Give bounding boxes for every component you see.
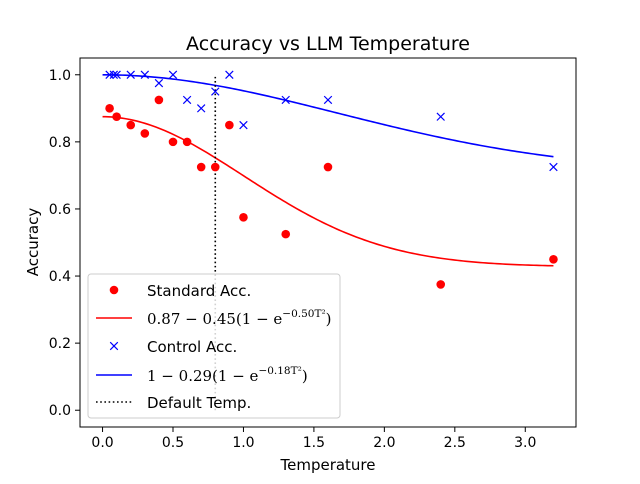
legend-marker-stroke — [109, 341, 119, 351]
x-tick-label: 1.0 — [232, 435, 254, 451]
legend-marker-standard — [109, 285, 119, 295]
x-tick-label: 1.5 — [303, 435, 325, 451]
data-point-control — [140, 70, 150, 79]
axes-frame — [79, 57, 577, 428]
x-axis-label: Temperature — [279, 456, 375, 474]
data-point-standard — [168, 137, 178, 147]
data-point-standard — [182, 137, 192, 147]
data-point-standard — [549, 254, 558, 264]
data-point-control — [154, 78, 164, 88]
y-tick-label: 0.8 — [49, 135, 71, 151]
data-point-standard — [281, 229, 291, 239]
data-point-control-stroke — [154, 78, 164, 88]
x-tick-label: 3.0 — [514, 435, 536, 451]
data-point-control-stroke — [225, 70, 234, 79]
chart-title: Accuracy vs LLM Temperature — [186, 33, 470, 55]
data-point-control — [436, 112, 445, 121]
data-point-control-stroke — [436, 112, 445, 121]
legend-label-4: Default Temp. — [147, 394, 251, 412]
y-axis-label: Accuracy — [24, 208, 42, 277]
data-point-standard — [105, 104, 114, 113]
legend-formula-end: ) — [302, 367, 308, 385]
data-point-control-stroke — [168, 70, 178, 79]
data-point-control — [323, 95, 333, 105]
data-point-standard — [210, 162, 220, 172]
data-point-standard — [323, 162, 333, 172]
y-tick-label: 0.6 — [49, 202, 71, 218]
data-point-standard — [196, 162, 206, 172]
data-point-standard — [225, 120, 234, 130]
legend-formula-main: 1 − 0.29(1 − e — [147, 367, 259, 385]
data-point-control-stroke — [281, 95, 290, 105]
y-tick-label: 0.2 — [49, 336, 71, 352]
data-point-standard — [112, 112, 121, 122]
x-tick-label: 2.5 — [444, 435, 466, 451]
legend-formula-exponent: −0.50T² — [282, 308, 325, 320]
data-point-control-stroke — [182, 95, 192, 105]
legend-label-3: 1 − 0.29(1 − e−0.18T²) — [147, 365, 308, 385]
data-point-control-stroke — [323, 95, 333, 105]
data-point-control — [112, 70, 121, 79]
legend-formula-main: 0.87 − 0.45(1 − e — [147, 310, 282, 328]
legend: Standard Acc. 0.87 − 0.45(1 − e−0.50T²) Co… — [87, 273, 341, 419]
y-tick-label: 0.4 — [49, 269, 71, 285]
data-point-standard — [239, 213, 248, 222]
plot-area: 0.0 0.5 1.0 1.5 2.0 2.5 3.0 0.0 0.2 0.4 0.6 0.8 1.0 — [49, 57, 577, 451]
data-point-control-stroke — [109, 70, 119, 79]
data-point-standard — [436, 280, 446, 289]
data-point-control-stroke — [140, 70, 150, 79]
data-point-control — [182, 95, 192, 105]
x-tick-label: 2.0 — [373, 435, 395, 451]
data-point-control-stroke — [239, 120, 248, 130]
x-tick-label: 0.0 — [91, 435, 113, 451]
fit-line-3 — [102, 73, 554, 158]
data-point-control — [211, 87, 220, 96]
data-point-standard — [154, 95, 164, 105]
y-tick-label: 0.0 — [49, 403, 71, 419]
data-point-control — [109, 70, 119, 79]
y-tick-label: 1.0 — [49, 68, 71, 84]
data-point-control-stroke — [211, 87, 220, 96]
data-point-control — [549, 162, 558, 172]
data-point-control — [239, 120, 248, 130]
legend-label-1: 0.87 − 0.45(1 − e−0.50T²) — [147, 308, 332, 328]
legend-marker-control — [109, 341, 119, 351]
data-point-control-stroke — [196, 104, 206, 113]
data-point-standard — [126, 120, 136, 130]
data-point-control — [168, 70, 178, 79]
data-point-control-stroke — [549, 162, 558, 172]
legend-formula-end: ) — [326, 310, 332, 328]
data-point-control — [281, 95, 290, 105]
fit-line-1 — [102, 115, 554, 267]
x-tick-label: 0.5 — [162, 435, 184, 451]
legend-box — [87, 273, 341, 419]
legend-label-0: Standard Acc. — [147, 282, 251, 300]
data-point-control — [126, 70, 135, 79]
data-point-control — [225, 70, 234, 79]
data-point-standard — [140, 129, 150, 138]
legend-formula-exponent: −0.18T² — [258, 365, 301, 377]
data-point-control — [196, 104, 206, 113]
legend-label-2: Control Acc. — [147, 338, 237, 356]
data-point-control-stroke — [112, 70, 121, 79]
data-point-control-stroke — [126, 70, 135, 79]
